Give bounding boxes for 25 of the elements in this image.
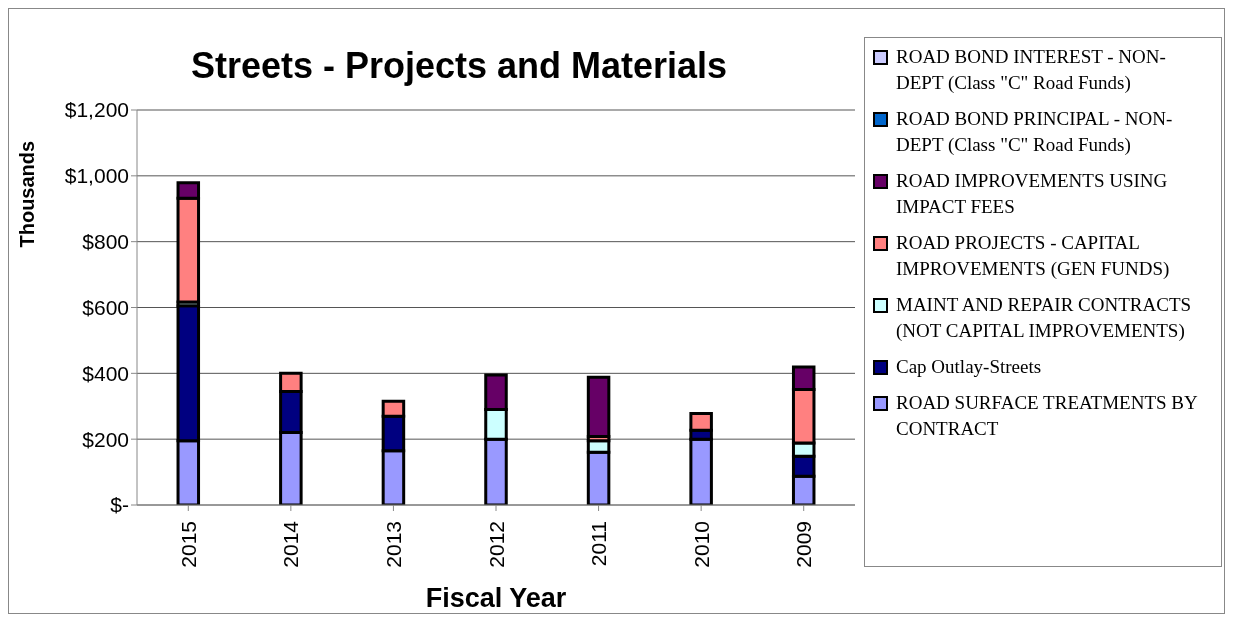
- legend-label: ROAD IMPROVEMENTS USING IMPACT FEES: [896, 169, 1169, 219]
- x-axis-title: Fiscal Year: [425, 583, 567, 613]
- y-tick-label: $400: [82, 361, 129, 385]
- y-tick-label: $1,200: [64, 98, 129, 122]
- y-tick-label: $200: [82, 427, 129, 451]
- y-axis-title: Thousands: [16, 140, 39, 248]
- x-tick-label: 2013: [381, 521, 405, 568]
- x-tick-label: 2012: [484, 521, 508, 568]
- x-tick-label: 2014: [279, 520, 303, 568]
- y-tick-label: $600: [82, 295, 129, 319]
- legend-label: MAINT AND REPAIR CONTRACTS (NOT CAPITAL IMPROVEMENTS): [896, 293, 1193, 343]
- x-tick-label: 2010: [689, 521, 713, 568]
- legend-label: ROAD BOND PRINCIPAL - NON-DEPT (Class "C" Road Funds): [896, 107, 1174, 157]
- x-tick-label: 2009: [792, 521, 816, 568]
- bar: [586, 375, 611, 439]
- legend-label: ROAD PROJECTS - CAPITAL IMPROVEMENTS (GEN FUNDS): [896, 231, 1171, 281]
- legend-label: ROAD BOND INTEREST - NON-DEPT (Class "C" Road Funds): [896, 45, 1167, 95]
- chart-title: Streets - Projects and Materials: [189, 45, 729, 87]
- y-tick-label: $800: [82, 230, 129, 254]
- y-tick-label: $1,000: [64, 164, 129, 188]
- y-tick-label: $-: [110, 493, 129, 517]
- x-tick-label: 2015: [176, 521, 200, 568]
- legend-label: ROAD SURFACE TREATMENTS BY CONTRACT: [896, 391, 1199, 441]
- x-tick-label: 2011: [587, 521, 611, 567]
- legend-label: Cap Outlay-Streets: [896, 355, 1042, 379]
